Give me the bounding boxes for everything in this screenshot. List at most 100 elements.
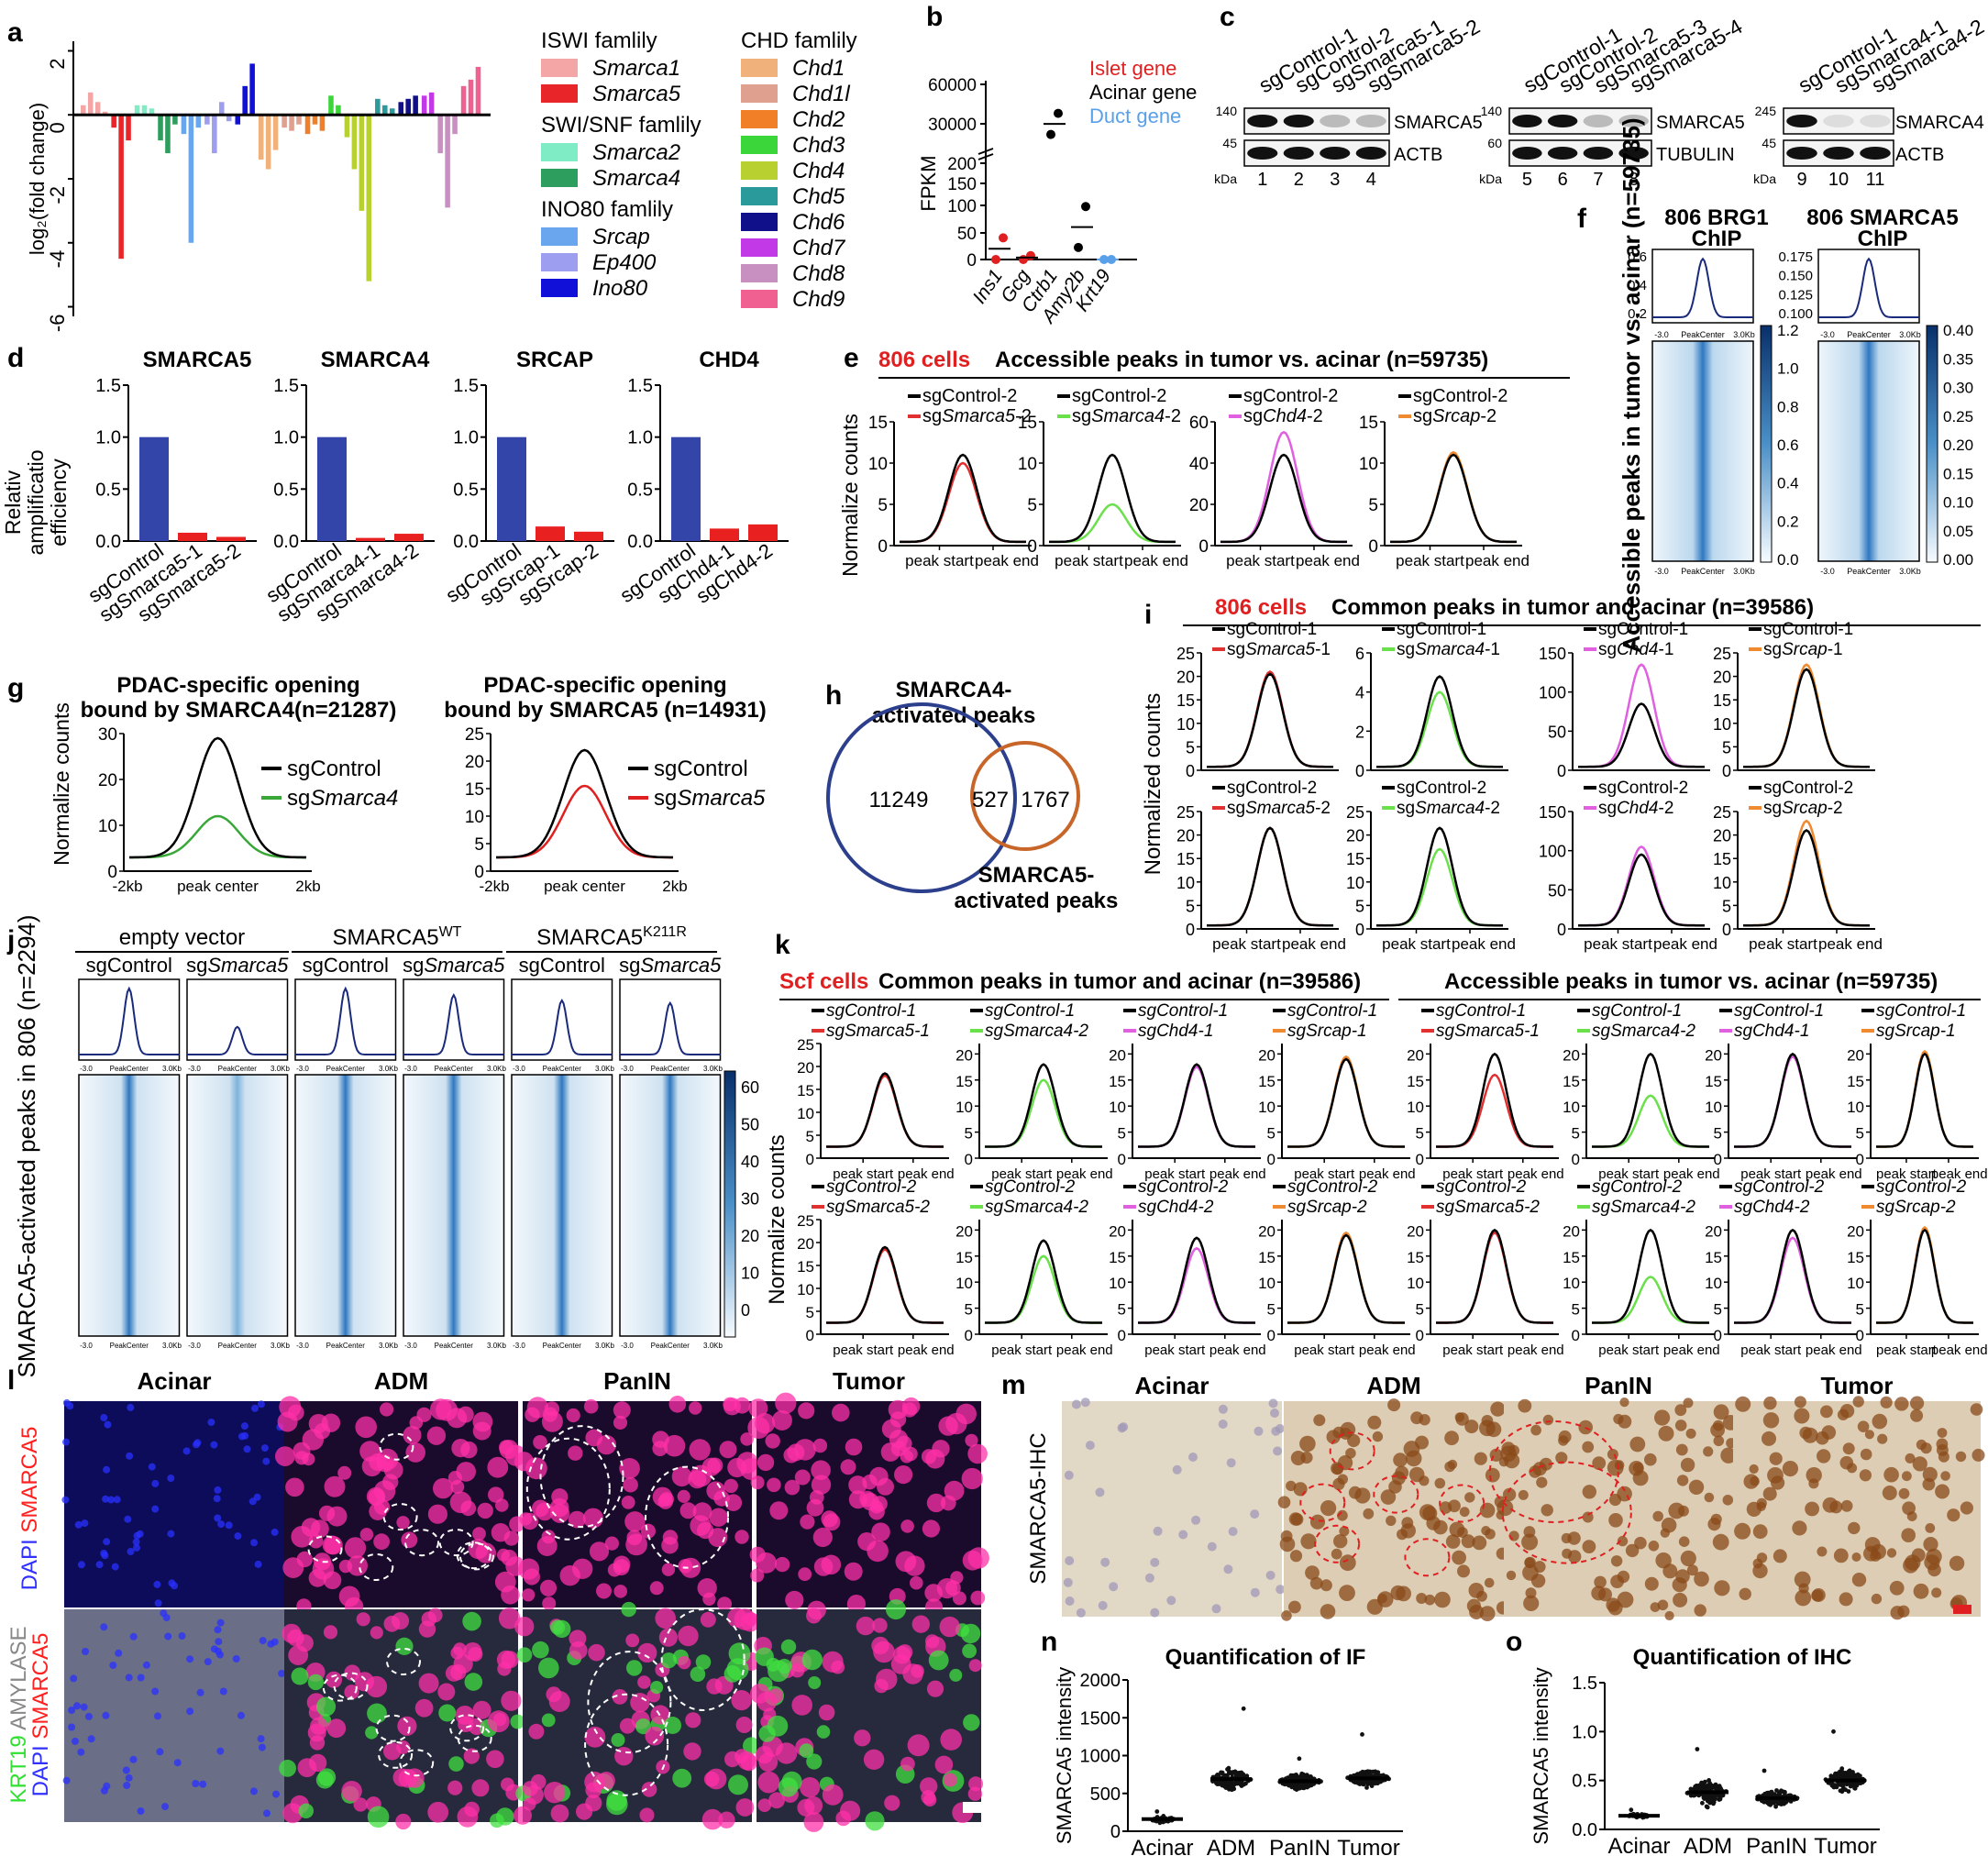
m-nucleus	[1481, 1415, 1494, 1427]
l-nucleus	[697, 1578, 717, 1598]
f-colorbar-label: 0.35	[1943, 350, 1973, 368]
l-nucleus	[237, 1711, 245, 1719]
m-nucleus	[1694, 1604, 1706, 1617]
a-legend-item: Chd1l	[792, 82, 850, 106]
profile-ytick-label: 5	[1186, 738, 1195, 757]
l-nucleus	[344, 1537, 367, 1559]
profile-ytick-label: 5	[1856, 1301, 1864, 1319]
m-nucleus	[1971, 1448, 1985, 1462]
m-nucleus	[1685, 1428, 1696, 1439]
m-nucleus	[1749, 1464, 1759, 1475]
m-nucleus	[1955, 1451, 1967, 1463]
m-nucleus	[1484, 1577, 1495, 1588]
j-xtick: -3.0	[296, 1065, 309, 1073]
m-nucleus	[1840, 1499, 1853, 1512]
m-nucleus	[1424, 1594, 1436, 1606]
profile-series-line	[1743, 819, 1870, 927]
l-nucleus	[867, 1540, 889, 1563]
a-legend-item: Srcap	[592, 225, 650, 249]
l-nucleus	[161, 1803, 169, 1811]
m-nucleus	[1674, 1404, 1687, 1417]
l-nucleus	[812, 1438, 828, 1453]
profile-xlabel: peak end	[1282, 935, 1346, 953]
h-title-bottom: activated peaks	[955, 889, 1119, 913]
o-data-point	[1715, 1784, 1719, 1789]
profile-xlabel: peak start	[905, 552, 974, 569]
profile-ytick-label: 20	[1847, 1046, 1864, 1064]
l-nucleus	[251, 1404, 259, 1412]
profile-ytick-label: 20	[797, 1235, 814, 1253]
f-xtick: PeakCenter	[1681, 567, 1725, 576]
m-nucleus	[1339, 1554, 1356, 1572]
profile-ytick-label: 100	[1539, 843, 1566, 861]
o-ytick-label: 1.5	[1572, 1674, 1597, 1694]
profile-xlabel: -2kb	[112, 878, 142, 895]
l-nucleus	[301, 1518, 321, 1537]
m-nucleus	[1309, 1514, 1326, 1530]
f-profile-line	[1818, 257, 1919, 318]
l-dashed-outline	[584, 1693, 669, 1796]
a-legend-item: Chd1	[792, 56, 845, 81]
profile-ytick-label: 10	[1109, 1275, 1126, 1292]
m-nucleus	[1098, 1600, 1108, 1610]
l-nucleus	[151, 1687, 160, 1696]
m-nucleus	[1707, 1518, 1721, 1531]
j-xtick: 3.0Kb	[379, 1342, 398, 1350]
m-nucleus	[1619, 1398, 1629, 1408]
m-nucleus	[1704, 1492, 1715, 1503]
m-nucleus	[1610, 1555, 1623, 1567]
l-nucleus	[568, 1445, 583, 1461]
profile-series-line	[1592, 1052, 1709, 1148]
l-nucleus	[808, 1676, 822, 1689]
profile-ytick-label: 20	[98, 771, 117, 790]
g-chart-title: PDAC-specific opening	[483, 673, 726, 698]
b-point	[1074, 242, 1083, 252]
l-nucleus	[216, 1651, 224, 1659]
m-nucleus	[1172, 1464, 1182, 1475]
m-nucleus	[1265, 1570, 1276, 1580]
l-nucleus	[911, 1615, 930, 1633]
l-nucleus	[970, 1590, 986, 1606]
l-nucleus	[585, 1795, 602, 1812]
profile-legend-item: sgSmarca5-2	[1227, 799, 1331, 818]
l-nucleus	[822, 1651, 844, 1673]
l-nucleus	[689, 1401, 702, 1415]
b-point	[999, 233, 1008, 243]
profile-series-line	[1207, 670, 1333, 768]
profile-legend-item: sgChd4-2	[1243, 406, 1323, 426]
l-nucleus	[279, 1760, 296, 1777]
l-nucleus	[74, 1520, 83, 1529]
profile-xlabel: 2kb	[295, 878, 320, 895]
l-nucleus	[167, 1530, 175, 1538]
c-kda-unit: kDa	[1214, 171, 1237, 186]
l-nucleus	[215, 1638, 223, 1646]
profile-ytick-label: 15	[1176, 691, 1195, 710]
m-nucleus	[1153, 1526, 1163, 1536]
l-nucleus	[383, 1742, 402, 1761]
profile-ytick-label: 0	[965, 1327, 973, 1344]
profile-ytick-label: 0	[1186, 762, 1195, 780]
m-nucleus	[1188, 1453, 1198, 1462]
j-profile-line	[295, 986, 396, 1055]
m-nucleus	[1309, 1576, 1323, 1590]
profile-xlabel: peak end	[1931, 1342, 1988, 1358]
m-nucleus	[1632, 1470, 1649, 1486]
l-nucleus	[797, 1798, 815, 1817]
m-nucleus	[1445, 1534, 1461, 1549]
n-title: Quantification of IF	[1165, 1645, 1366, 1670]
m-nucleus	[1536, 1476, 1548, 1488]
m-nucleus	[1650, 1602, 1661, 1612]
m-nucleus	[1100, 1557, 1110, 1567]
l-nucleus	[755, 1647, 774, 1666]
l-nucleus	[344, 1664, 361, 1681]
j-profile-box	[186, 978, 289, 1061]
o-data-point	[1768, 1802, 1773, 1807]
profile-series-line	[1138, 1236, 1255, 1324]
l-nucleus	[874, 1678, 889, 1694]
profile-series-line	[1376, 826, 1503, 927]
m-nucleus	[1657, 1599, 1669, 1611]
l-nucleus	[584, 1726, 606, 1748]
a-bar-Smarca4	[158, 115, 163, 141]
a-bar-Srcap	[188, 115, 194, 243]
profile-series-line	[1734, 1236, 1851, 1324]
